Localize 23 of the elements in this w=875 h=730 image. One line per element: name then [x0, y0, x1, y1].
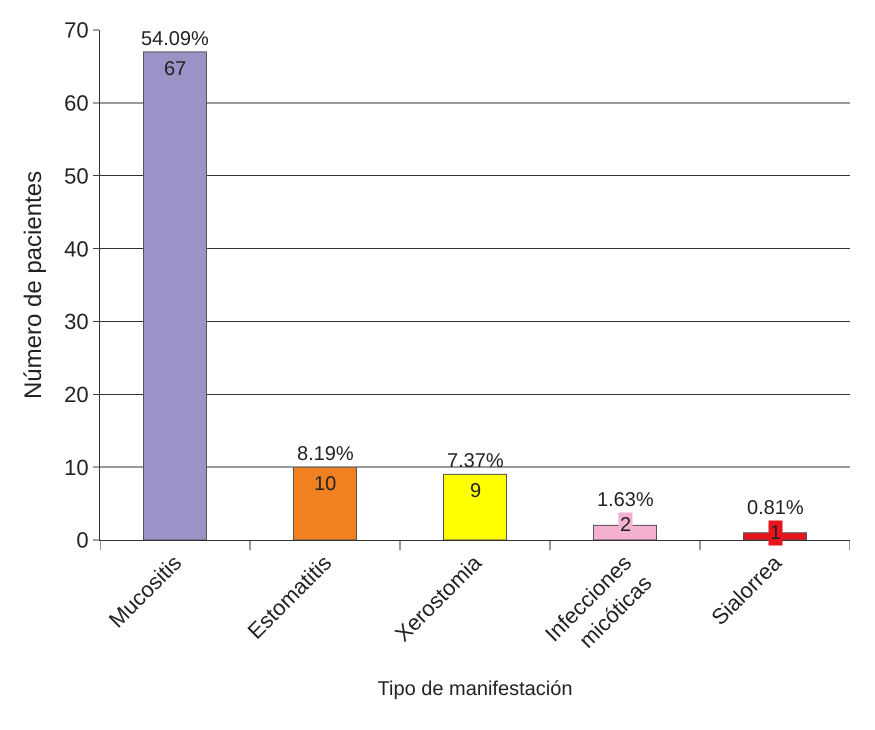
y-tick-label: 20 — [64, 382, 89, 407]
bar — [443, 474, 507, 540]
y-tick-label: 70 — [64, 18, 89, 43]
data-label: 67 — [164, 58, 186, 80]
bar — [143, 51, 207, 540]
y-tick-label: 50 — [64, 163, 89, 188]
y-tick-label: 10 — [64, 454, 89, 480]
annotation: 8.19% — [297, 443, 354, 465]
annotation: 1.63% — [597, 489, 654, 511]
x-axis-title: Tipo de manifestación — [378, 678, 572, 700]
annotation: 54.09% — [141, 28, 210, 50]
y-tick-label: 30 — [64, 309, 89, 334]
annotation: 0.81% — [747, 497, 804, 519]
annotation: 7.37% — [447, 450, 504, 472]
data-label: 10 — [314, 473, 336, 495]
y-tick-label: 0 — [76, 528, 89, 553]
data-label: 9 — [470, 480, 482, 502]
bar — [293, 466, 357, 540]
y-tick-label: 60 — [64, 90, 89, 116]
data-label: 1 — [770, 522, 782, 544]
y-axis-title: Número de pacientes — [20, 170, 48, 400]
data-label: 2 — [620, 514, 632, 536]
y-tick-label: 40 — [64, 236, 89, 262]
